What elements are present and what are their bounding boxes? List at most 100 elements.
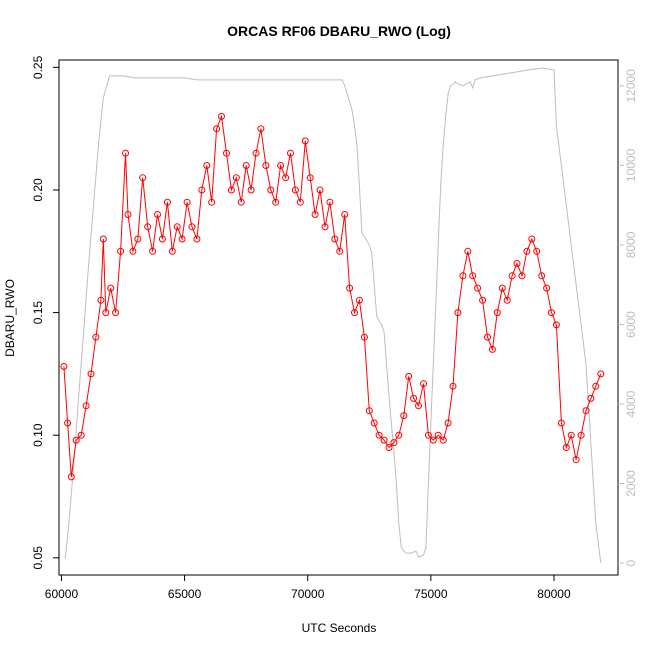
data-point [99, 235, 107, 243]
data-point [548, 309, 555, 317]
data-point [420, 380, 427, 388]
data-point [346, 284, 354, 292]
data-point [173, 223, 181, 231]
data-point [503, 296, 511, 304]
data-point [370, 419, 378, 427]
data-point [102, 309, 110, 317]
y2-tick-label: 10000 [624, 148, 638, 182]
data-point [67, 473, 75, 481]
data-point [562, 444, 570, 451]
data-point [124, 211, 132, 218]
data-point [257, 125, 265, 133]
chart-title: ORCAS RF06 DBARU_RWO (Log) [227, 23, 451, 39]
x-axis: 60000 65000 70000 75000 80000 [45, 575, 571, 601]
y-tick-label: 0.10 [31, 423, 45, 447]
data-point [227, 186, 235, 194]
data-point [405, 372, 413, 380]
data-series [60, 112, 605, 481]
data-point [360, 333, 368, 341]
data-point [287, 149, 294, 157]
data-point [252, 149, 260, 157]
data-point [232, 174, 240, 182]
y2-axis: 0 2000 4000 6000 8000 10000 12000 [618, 69, 638, 566]
data-point [262, 162, 270, 169]
data-point [484, 333, 491, 341]
data-point [375, 431, 383, 439]
data-point [144, 223, 152, 231]
data-point [331, 235, 339, 243]
data-point [365, 407, 373, 415]
data-point [158, 235, 166, 243]
data-point [469, 272, 477, 280]
data-point [306, 174, 314, 182]
data-point [272, 198, 280, 206]
y-tick-label: 0.25 [31, 55, 45, 79]
data-point [493, 309, 501, 317]
data-point [434, 431, 442, 439]
y-tick-label: 0.20 [31, 178, 45, 202]
data-point [592, 382, 600, 390]
data-point [410, 394, 418, 402]
data-point [311, 211, 319, 218]
data-point [498, 284, 506, 292]
data-point [87, 370, 95, 378]
data-point [459, 272, 467, 280]
data-point [572, 456, 580, 464]
y2-tick-label: 6000 [624, 311, 638, 338]
y2-tick-label: 0 [624, 559, 638, 566]
data-point [597, 370, 605, 378]
data-point [390, 439, 398, 447]
data-point [72, 436, 80, 444]
plot-frame [58, 59, 619, 576]
data-point [538, 272, 546, 280]
data-point [429, 436, 437, 444]
x-axis-label: UTC Seconds [302, 621, 377, 635]
data-point [277, 162, 285, 169]
data-point [351, 309, 358, 317]
data-point [203, 162, 211, 169]
data-point [523, 247, 531, 255]
data-point [518, 272, 526, 280]
data-point [237, 198, 245, 206]
data-point [282, 174, 290, 182]
data-point [582, 407, 590, 415]
data-point [567, 431, 575, 439]
data-point [112, 309, 120, 317]
data-point [488, 345, 496, 353]
data-point [528, 235, 536, 243]
altitude-line-path [64, 67, 602, 564]
y2-tick-label: 8000 [624, 231, 638, 258]
data-point [163, 198, 171, 206]
data-series-line [63, 114, 602, 477]
data-point [454, 309, 462, 317]
data-point [479, 296, 487, 304]
data-point [400, 412, 408, 420]
altitude-line [64, 67, 602, 564]
data-point [385, 444, 393, 451]
data-point [149, 247, 157, 255]
data-point [321, 223, 329, 231]
data-point [291, 186, 299, 194]
data-point [336, 247, 344, 255]
data-point [474, 284, 482, 292]
data-point [449, 382, 457, 390]
data-point [242, 162, 250, 169]
data-point [122, 149, 129, 157]
data-point [587, 394, 595, 402]
data-point [326, 198, 334, 206]
data-point [223, 149, 230, 157]
data-point [218, 112, 225, 120]
data-point [60, 363, 68, 370]
data-point [64, 419, 72, 427]
plot-area [58, 59, 619, 576]
data-point [77, 431, 85, 439]
data-point [82, 402, 90, 410]
y-tick-label: 0.15 [31, 301, 45, 325]
data-point [464, 247, 472, 255]
data-point [296, 198, 304, 206]
data-point [439, 436, 447, 444]
data-point [508, 272, 516, 280]
y-axis: 0.05 0.10 0.15 0.20 0.25 [31, 55, 59, 569]
